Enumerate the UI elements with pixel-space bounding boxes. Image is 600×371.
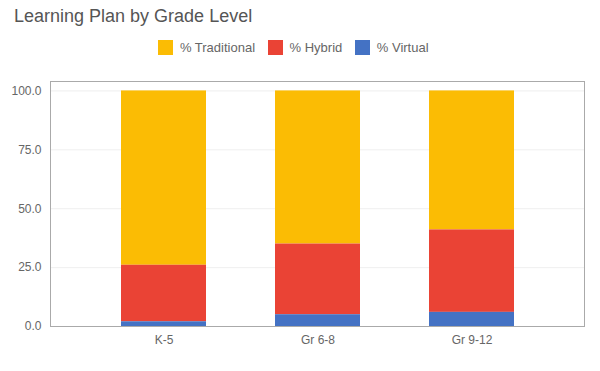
html-text:% Virtual: % Virtual xyxy=(376,40,429,55)
html-text:% Hybrid: % Hybrid xyxy=(289,40,343,55)
html-text:% Traditional: % Traditional xyxy=(179,40,255,55)
svg-text:75.0: 75.0 xyxy=(18,142,42,156)
svg-text:K-5: K-5 xyxy=(155,333,174,347)
svg-text:Gr 9-12: Gr 9-12 xyxy=(452,333,493,347)
svg-text:0.0: 0.0 xyxy=(25,319,42,333)
svg-text:Gr 6-8: Gr 6-8 xyxy=(301,333,335,347)
svg-text:25.0: 25.0 xyxy=(18,260,42,274)
svg-text:100.0: 100.0 xyxy=(11,83,41,97)
svg-text:50.0: 50.0 xyxy=(18,201,42,215)
html-text:Learning Plan by Grade Level: Learning Plan by Grade Level xyxy=(14,6,253,26)
